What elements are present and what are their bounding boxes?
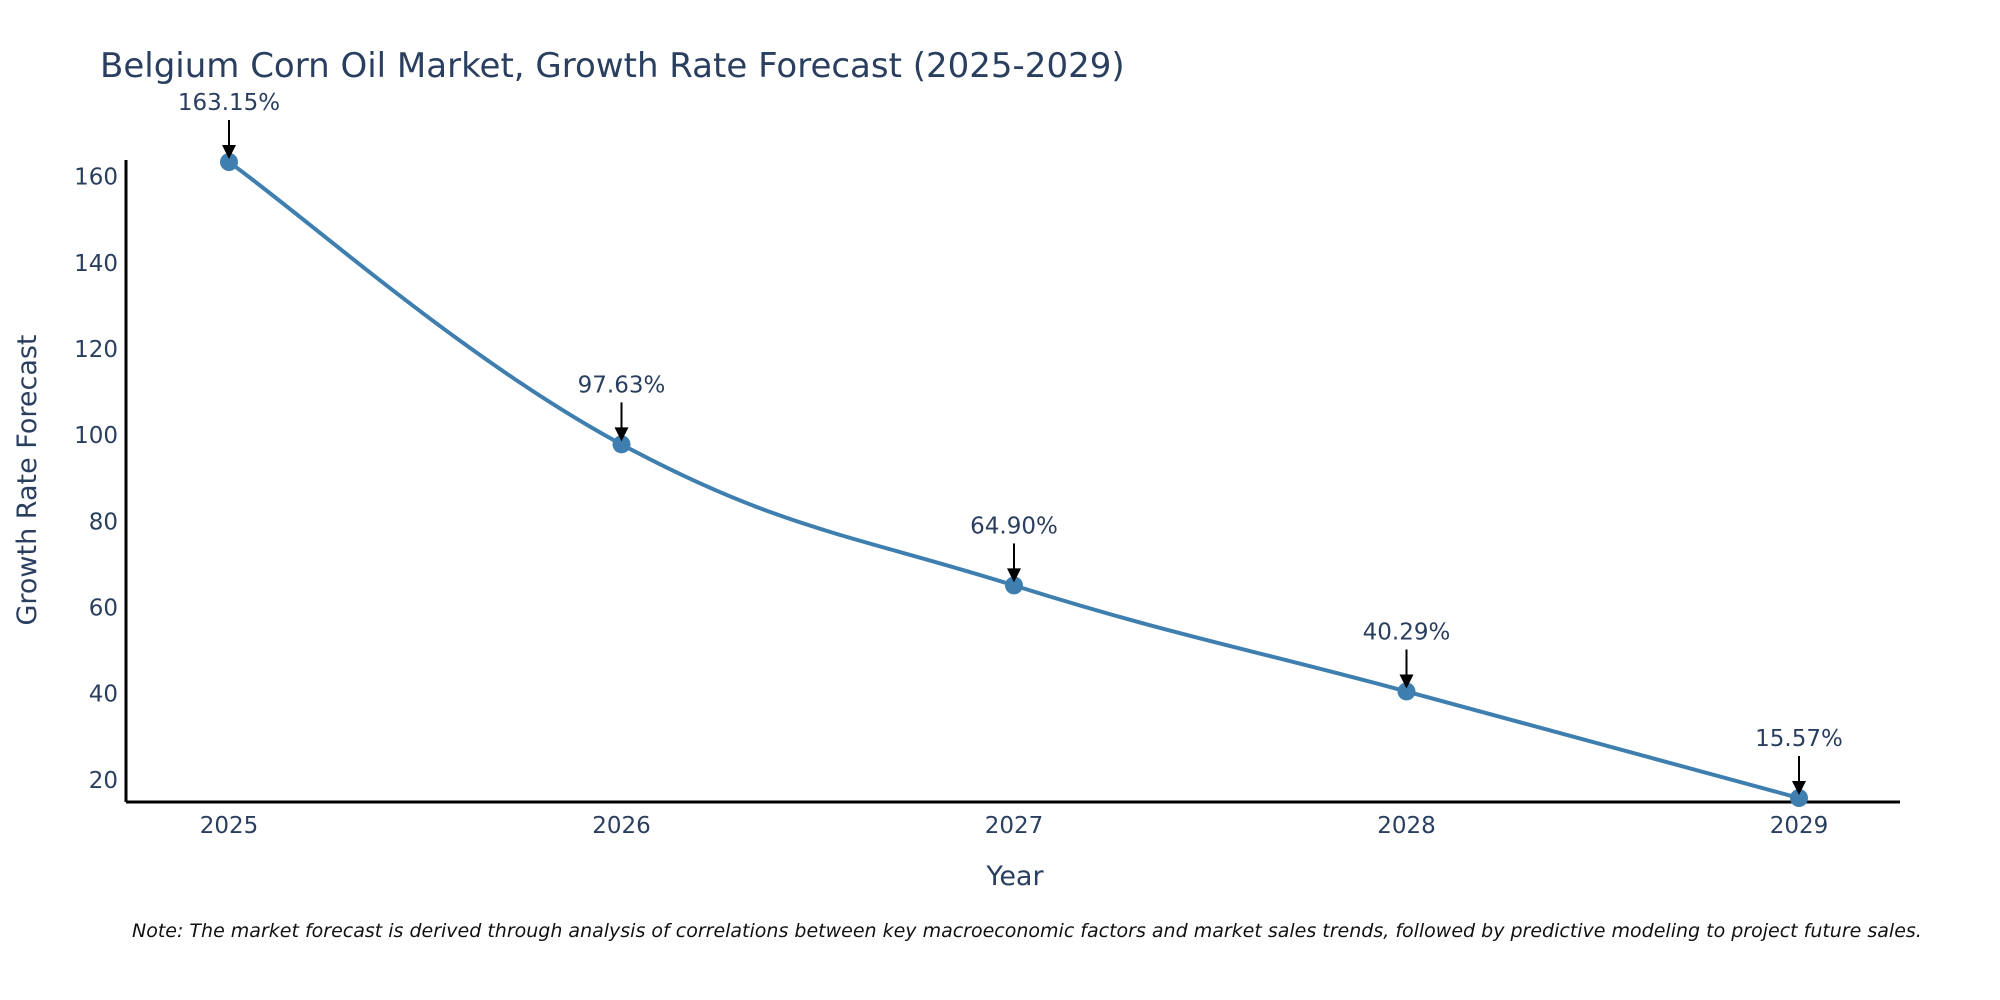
data-point-marker [1397, 682, 1416, 701]
annotation-arrow-head [1007, 568, 1021, 583]
y-tick-label: 40 [89, 682, 118, 708]
y-tick-label: 80 [89, 509, 118, 535]
data-points [220, 153, 1808, 807]
y-tick-label: 140 [74, 251, 118, 277]
annotation-arrow-head [1792, 781, 1806, 795]
y-tick-label: 160 [74, 165, 118, 191]
data-point-marker [612, 435, 631, 454]
series-line [227, 160, 1801, 800]
data-point-marker [1005, 576, 1023, 595]
data-label: 163.15% [178, 90, 280, 116]
y-tick-label: 60 [89, 596, 118, 622]
y-axis-title: Growth Rate Forecast [12, 334, 43, 625]
axes-layer [124, 160, 1900, 804]
data-label: 64.90% [970, 513, 1058, 539]
annotation-arrow-head [222, 145, 236, 159]
data-label: 40.29% [1363, 619, 1451, 645]
y-tick-label: 20 [89, 768, 118, 794]
y-tick-labels: 20 40 60 80 100 120 140 160 [74, 165, 118, 794]
x-tick-label: 2025 [200, 813, 259, 839]
data-point-marker [1790, 789, 1808, 807]
x-tick-labels: 2025 2026 2027 2028 2029 [200, 813, 1829, 839]
annotation-arrow-head [614, 427, 629, 442]
data-point-marker [220, 153, 238, 171]
x-axis-title: Year [985, 861, 1044, 892]
data-label: 15.57% [1755, 726, 1843, 752]
x-tick-label: 2028 [1377, 813, 1436, 839]
y-tick-label: 100 [74, 423, 118, 449]
y-tick-label: 120 [74, 337, 118, 363]
data-label: 97.63% [578, 372, 666, 398]
x-tick-label: 2026 [592, 813, 651, 839]
x-tick-label: 2029 [1770, 813, 1829, 839]
x-tick-label: 2027 [985, 813, 1044, 839]
data-annotations: 163.15% 97.63% 64.90% 40.29% 15.57% [178, 90, 1843, 795]
chart-title: Belgium Corn Oil Market, Growth Rate For… [100, 46, 1125, 86]
annotation-arrow-head [1399, 674, 1414, 689]
footnote: Note: The market forecast is derived thr… [132, 920, 1922, 942]
